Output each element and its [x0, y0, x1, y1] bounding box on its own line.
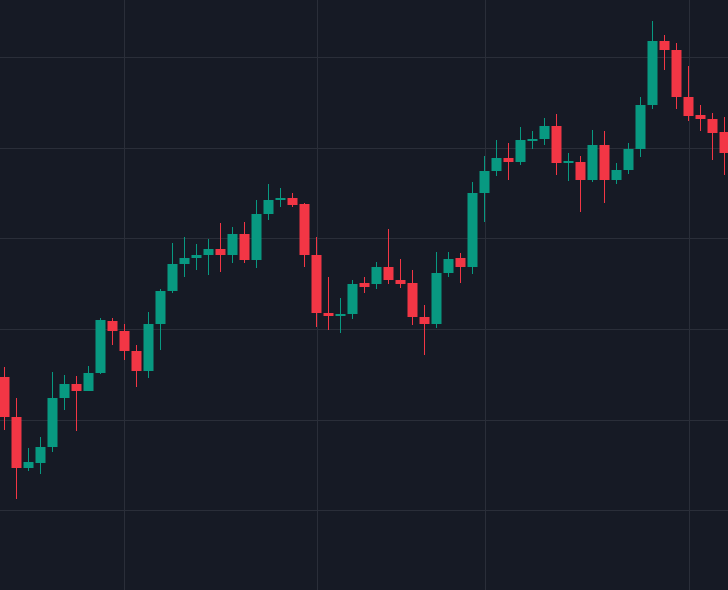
candle-body: [515, 140, 526, 162]
candle-body: [647, 41, 658, 105]
candle-body: [551, 126, 562, 163]
candle-body: [455, 258, 466, 267]
candle-body: [311, 255, 322, 313]
candle-body: [395, 280, 406, 284]
candle-body: [383, 267, 394, 280]
candle-body: [491, 158, 502, 171]
candle-body: [479, 171, 490, 193]
candle-body: [59, 384, 70, 398]
candle-body: [11, 417, 22, 468]
candle-body: [347, 284, 358, 314]
candle-body: [47, 398, 58, 447]
candle-body: [323, 313, 334, 316]
candle-body: [299, 204, 310, 255]
candle-body: [575, 162, 586, 180]
candle-body: [407, 283, 418, 317]
candle-body: [95, 320, 106, 373]
candle-body: [419, 317, 430, 324]
candle-body: [359, 283, 370, 287]
candle-body: [167, 264, 178, 291]
candle-body: [0, 377, 10, 417]
candle-body: [707, 119, 718, 133]
candle-body: [683, 97, 694, 116]
candle-body: [275, 198, 286, 200]
candle-body: [35, 447, 46, 463]
candle-body: [131, 351, 142, 371]
candle-body: [179, 258, 190, 264]
candle-body: [239, 234, 250, 260]
candle-body: [191, 255, 202, 258]
candle-body: [611, 170, 622, 180]
candle-body: [719, 132, 728, 153]
candle-body: [671, 50, 682, 97]
candle-body: [203, 249, 214, 255]
candle-body: [215, 249, 226, 255]
candle-body: [587, 145, 598, 180]
candle-body: [695, 115, 706, 119]
candle-body: [71, 384, 82, 391]
candle-body: [371, 267, 382, 284]
candle-body: [143, 324, 154, 371]
candle-body: [83, 373, 94, 391]
candle-body: [539, 126, 550, 139]
candle-body: [563, 161, 574, 163]
candle-body: [623, 149, 634, 170]
candle-body: [659, 41, 670, 50]
candle-body: [599, 145, 610, 180]
candle-body: [443, 259, 454, 273]
candle-body: [107, 321, 118, 331]
candle-body: [251, 214, 262, 260]
candle-body: [263, 200, 274, 214]
candle-body: [119, 331, 130, 351]
candle-body: [503, 158, 514, 162]
candle-body: [155, 291, 166, 324]
candle-body: [467, 193, 478, 267]
candle-body: [287, 198, 298, 205]
candle-body: [527, 139, 538, 141]
candle-body: [635, 105, 646, 149]
candle-body: [335, 314, 346, 316]
candle-body: [227, 234, 238, 255]
candle-body: [23, 462, 34, 468]
candle-body: [431, 273, 442, 324]
